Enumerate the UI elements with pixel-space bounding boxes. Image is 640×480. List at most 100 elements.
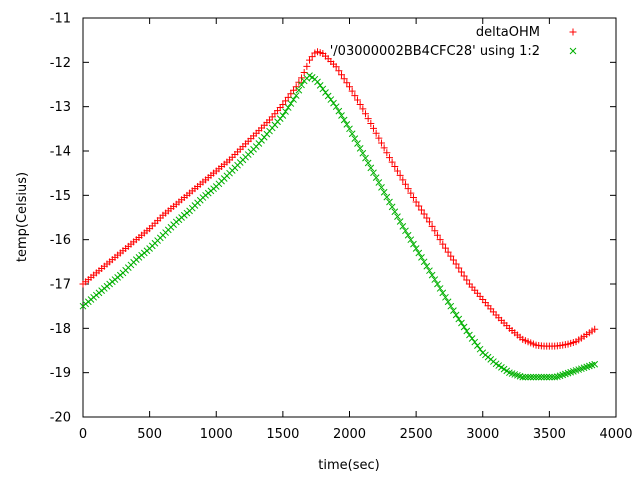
data-point [434,280,441,288]
series-deltaohm [79,48,599,350]
data-point [439,240,447,248]
data-point [418,254,425,261]
data-point [519,373,527,381]
data-point [383,149,391,157]
data-point [338,112,345,119]
data-point [359,105,367,113]
data-point [359,149,367,157]
data-point [367,164,375,172]
data-point [380,188,388,196]
data-point [364,115,372,123]
data-point [399,223,407,230]
data-point [372,129,380,137]
y-tick-label: -20 [50,411,71,426]
data-point [298,81,305,89]
data-point [474,342,481,349]
data-point [287,100,295,107]
data-point [458,319,465,327]
data-point [442,293,449,301]
x-axis-title: time(sec) [318,458,379,473]
data-point [279,100,287,108]
data-point [591,325,599,333]
data-point [364,159,372,167]
data-point [343,79,351,87]
data-point [391,163,399,171]
data-point [476,345,484,353]
data-point [402,227,409,235]
x-tick-label: 1000 [200,427,233,442]
data-point [527,373,535,381]
data-point [522,373,529,381]
legend-label-deltaohm: deltaOHM [476,25,540,40]
data-point [460,272,468,280]
data-point [388,158,396,166]
y-tick-label: -18 [50,322,71,337]
y-tick-label: -15 [50,189,71,204]
data-point [292,92,300,99]
data-point [300,69,308,77]
legend-marker-sensor [569,47,577,55]
data-point [591,360,599,368]
data-point [463,276,471,284]
data-point [439,289,447,297]
data-point [452,311,460,319]
data-point [463,327,471,335]
x-tick-labels: 0 500 1000 1500 2000 2500 3000 3500 4000 [79,427,633,442]
data-point [306,56,314,64]
data-point [441,244,449,252]
data-point [431,227,439,235]
data-point [407,236,415,244]
data-point [356,144,364,152]
data-point [279,112,287,119]
data-point [287,90,295,98]
x-tick-label: 2500 [400,427,433,442]
data-point [447,302,455,310]
data-point [348,130,356,138]
data-point [319,85,327,93]
data-point [417,206,425,214]
data-point [425,218,433,226]
data-point [540,373,548,381]
data-point [324,92,332,100]
data-point [284,104,292,111]
data-point [361,110,369,118]
data-point [375,179,383,186]
data-point [284,93,292,101]
data-point [548,373,556,381]
data-point [569,28,577,36]
x-tick-label: 1500 [266,427,299,442]
series-sensor [79,72,599,381]
data-point [295,86,303,94]
x-tick-label: 4000 [599,427,632,442]
legend: deltaOHM '/03000002BB4CFC28' using 1:2 [330,25,577,59]
x-tick-label: 3000 [466,427,499,442]
data-point [409,194,417,202]
x-tick-label: 2000 [333,427,366,442]
data-point [393,167,401,175]
data-point [335,67,343,75]
x-tick-label: 3500 [533,427,566,442]
y-tick-label: -16 [50,233,71,248]
data-point [308,53,316,61]
data-point [444,298,452,306]
data-point [415,249,423,257]
data-point [423,262,431,270]
data-point [388,203,396,211]
data-point [426,267,433,275]
data-point [383,193,391,201]
data-point [543,373,551,381]
data-point [436,285,444,292]
data-point [412,198,420,206]
data-point [316,82,324,89]
data-point [455,264,463,272]
data-point [354,140,361,147]
data-point [332,103,340,111]
data-point [282,108,289,115]
data-point [391,208,399,216]
data-point [404,185,412,193]
data-point [546,373,553,381]
data-point [346,83,353,91]
data-point [436,236,444,244]
data-point [407,189,415,197]
